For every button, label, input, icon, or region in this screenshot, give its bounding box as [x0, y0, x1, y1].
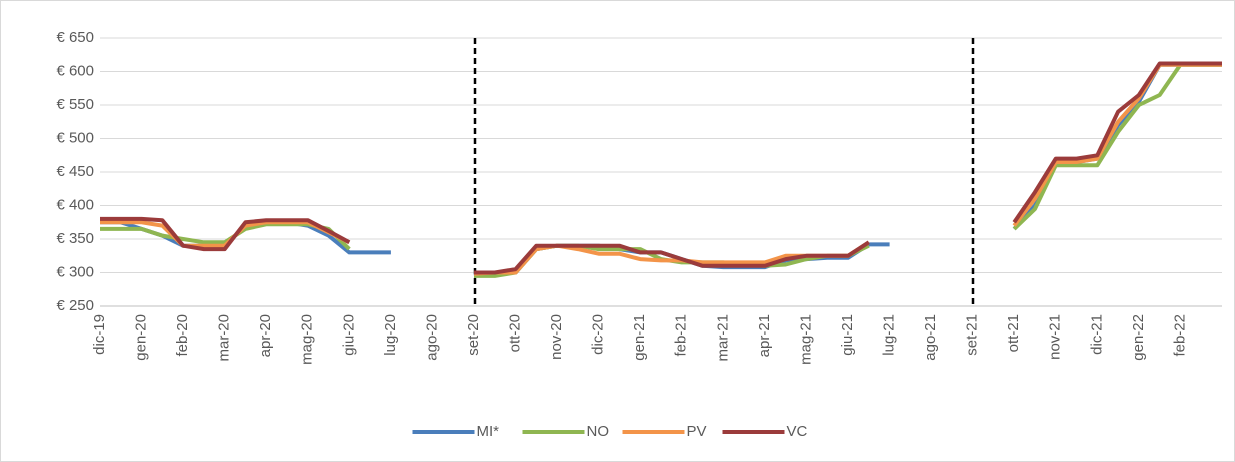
- x-tick-label: set-20: [465, 314, 482, 356]
- x-tick-label: lug-21: [881, 314, 898, 356]
- x-tick-label: gen-21: [631, 314, 648, 361]
- x-tick-label: ago-20: [423, 314, 440, 361]
- x-tick-label: apr-21: [756, 314, 773, 357]
- series-line: [100, 61, 1222, 275]
- y-tick-label: € 300: [56, 263, 94, 280]
- y-tick-label: € 650: [56, 29, 94, 46]
- x-tick-label: feb-21: [673, 314, 690, 357]
- x-tick-label: feb-22: [1171, 314, 1188, 357]
- x-tick-label: dic-20: [590, 314, 607, 355]
- x-tick-label: dic-19: [91, 314, 108, 355]
- x-tick-label: ott-21: [1005, 314, 1022, 352]
- x-tick-label: feb-20: [174, 314, 191, 357]
- x-tick-label: mag-20: [299, 314, 316, 365]
- y-tick-label: € 350: [56, 230, 94, 247]
- x-tick-label: gen-22: [1130, 314, 1147, 361]
- legend-label: VC: [787, 423, 808, 440]
- y-tick-label: € 600: [56, 62, 94, 79]
- x-tick-label: apr-20: [257, 314, 274, 357]
- x-tick-label: giu-21: [839, 314, 856, 356]
- y-tick-label: € 500: [56, 129, 94, 146]
- x-tick-label: nov-21: [1047, 314, 1064, 360]
- x-tick-label: gen-20: [133, 314, 150, 361]
- x-tick-label: mar-21: [714, 314, 731, 362]
- y-tick-label: € 250: [56, 297, 94, 314]
- legend-label: NO: [587, 423, 610, 440]
- x-tick-label: ago-21: [922, 314, 939, 361]
- x-tick-label: giu-20: [340, 314, 357, 356]
- x-tick-label: dic-21: [1088, 314, 1105, 355]
- x-tick-label: ott-20: [507, 314, 524, 352]
- x-tick-label: nov-20: [548, 314, 565, 360]
- y-tick-label: € 400: [56, 196, 94, 213]
- legend-label: MI*: [477, 423, 500, 440]
- x-tick-label: mar-20: [216, 314, 233, 362]
- y-tick-label: € 550: [56, 96, 94, 113]
- x-tick-label: mag-21: [797, 314, 814, 365]
- x-tick-label: lug-20: [382, 314, 399, 356]
- x-tick-label: set-21: [964, 314, 981, 356]
- legend-label: PV: [687, 423, 707, 440]
- y-tick-label: € 450: [56, 163, 94, 180]
